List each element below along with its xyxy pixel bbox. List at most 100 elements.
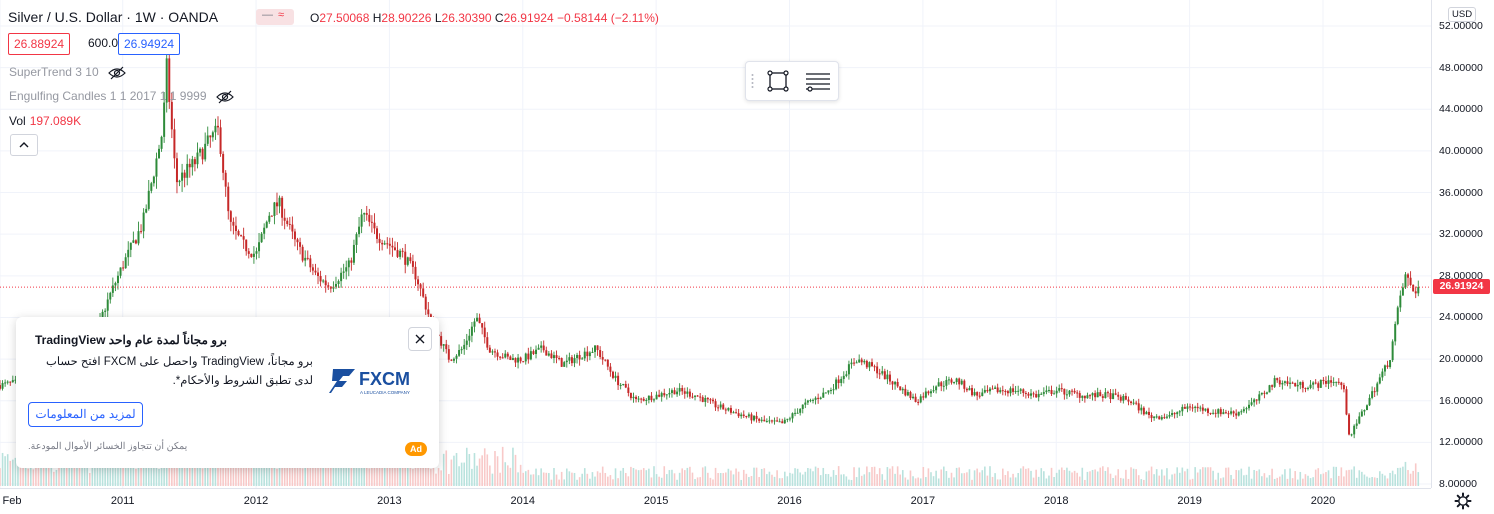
volume-bar xyxy=(1068,470,1071,486)
candle-body xyxy=(573,358,576,364)
volume-bar xyxy=(1158,475,1161,486)
settings-lines-icon[interactable] xyxy=(804,69,832,93)
candle-body xyxy=(632,396,635,399)
interval[interactable]: 1W xyxy=(134,9,156,25)
time-tick-label: 2020 xyxy=(1310,495,1336,507)
volume-bar xyxy=(112,461,114,486)
volume-bar xyxy=(1240,468,1243,486)
volume-bar xyxy=(930,472,932,486)
candle-body xyxy=(370,221,373,223)
volume-bar xyxy=(204,460,206,486)
volume-bar xyxy=(1268,475,1271,486)
candle-body xyxy=(1137,403,1140,411)
volume-bar xyxy=(1096,471,1099,486)
volume-bar xyxy=(132,463,135,486)
price-axis[interactable]: 52.00000 48.00000 44.00000 40.00000 36.00000… xyxy=(1431,0,1494,490)
price-tick-label: 36.00000 xyxy=(1439,186,1483,199)
candle-body xyxy=(1232,411,1235,414)
volume-bar xyxy=(868,472,871,486)
ad-learn-more-button[interactable]: لمزيد من المعلومات xyxy=(28,402,143,427)
candle-body xyxy=(1153,416,1156,419)
legend-symbol-title[interactable]: Silver / U.S. Dollar · 1W · OANDA xyxy=(8,9,218,25)
candle-body xyxy=(1245,408,1248,410)
rectangle-tool-icon[interactable] xyxy=(766,69,790,93)
volume-bar xyxy=(1255,470,1258,486)
candle-body xyxy=(288,223,291,225)
candle-body xyxy=(1,383,4,389)
symbol-name[interactable]: Silver / U.S. Dollar xyxy=(8,9,123,25)
candle-body xyxy=(127,249,130,258)
volume-bar xyxy=(717,473,719,486)
gear-icon[interactable] xyxy=(1452,491,1474,511)
candle-body xyxy=(11,380,14,383)
time-tick-label: 2014 xyxy=(510,495,536,507)
volume-bar xyxy=(337,461,340,486)
candle-body xyxy=(155,158,158,177)
candle-body xyxy=(1371,391,1374,398)
candle-body xyxy=(301,246,304,261)
volume-bar xyxy=(1322,473,1325,486)
eye-crossed-icon[interactable] xyxy=(108,66,126,80)
volume-bar xyxy=(1335,466,1338,486)
candle-body xyxy=(888,374,891,382)
volume-bar xyxy=(904,477,907,486)
volume-bar xyxy=(1045,478,1048,486)
candle-body xyxy=(101,311,104,318)
volume-bar xyxy=(766,474,768,486)
price-tick-label: 12.00000 xyxy=(1439,436,1483,449)
currency-button[interactable]: USD xyxy=(1448,7,1477,22)
volume-label: Vol xyxy=(9,114,26,128)
volume-bar xyxy=(448,473,450,486)
eye-crossed-icon[interactable] xyxy=(215,90,234,104)
candle-body xyxy=(329,286,332,289)
candle-body xyxy=(945,379,948,386)
candle-body xyxy=(891,381,894,385)
volume-bar xyxy=(978,472,981,486)
candle-body xyxy=(460,349,463,351)
candle-body xyxy=(1127,399,1130,402)
price-tick-label: 24.00000 xyxy=(1439,311,1483,324)
candle-body xyxy=(1122,395,1125,401)
fxcm-logo[interactable]: FXCM A LEUCADIA COMPANY xyxy=(329,365,429,397)
candle-body xyxy=(614,375,617,378)
candle-body xyxy=(340,272,343,282)
buy-price-button[interactable]: 26.94924 xyxy=(118,33,181,55)
volume-bar xyxy=(1014,477,1017,486)
collapse-legend-button[interactable] xyxy=(10,134,38,156)
candle-body xyxy=(306,257,309,259)
candle-body xyxy=(999,390,1002,393)
indicator-volume[interactable]: Vol 197.089K xyxy=(9,114,81,128)
volume-bar xyxy=(376,452,378,486)
time-axis[interactable]: Feb 2011 2012 2013 2014 2015 2016 2017 2018 2019 2… xyxy=(0,488,1431,514)
legend-separator: · xyxy=(126,9,135,25)
candle-body xyxy=(214,125,217,133)
candle-body xyxy=(732,412,735,414)
candle-body xyxy=(327,285,330,287)
candle-body xyxy=(188,163,191,168)
candle-body xyxy=(696,395,699,397)
volume-bar xyxy=(1063,470,1066,486)
price-tick-label: 32.00000 xyxy=(1439,228,1483,241)
drag-handle-icon[interactable] xyxy=(751,73,754,89)
sell-price-button[interactable]: 26.88924 xyxy=(8,33,71,55)
candle-body xyxy=(611,371,614,378)
candle-body xyxy=(1240,411,1243,413)
volume-bar xyxy=(973,470,976,486)
floating-drawing-toolbar[interactable] xyxy=(745,61,839,101)
volume-bar xyxy=(432,458,435,486)
volume-bar xyxy=(471,468,473,486)
candle-body xyxy=(181,172,184,181)
indicator-supertrend[interactable]: SuperTrend 3 10 xyxy=(9,65,126,80)
chart-style-toggle[interactable]: — ≈ xyxy=(256,9,294,25)
ad-close-button[interactable] xyxy=(408,327,432,351)
volume-bar xyxy=(1281,474,1284,486)
time-tick-label: 2019 xyxy=(1177,495,1202,507)
candle-body xyxy=(119,267,122,276)
candle-body xyxy=(899,386,902,391)
indicator-engulfing[interactable]: Engulfing Candles 1 1 2017 1 1 9999 xyxy=(9,89,234,104)
candle-body xyxy=(1063,388,1066,395)
volume-bar xyxy=(632,468,635,486)
volume-bar xyxy=(935,470,937,486)
ad-popup[interactable]: برو مجاناً لمدة عام واحد TradingView برو… xyxy=(16,317,439,468)
candle-body xyxy=(1399,295,1402,308)
